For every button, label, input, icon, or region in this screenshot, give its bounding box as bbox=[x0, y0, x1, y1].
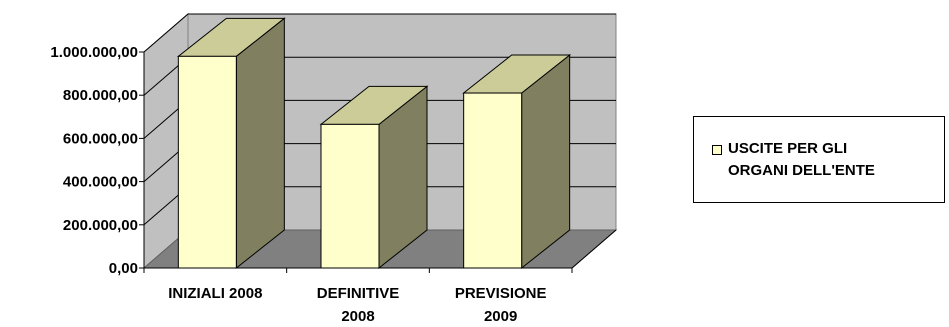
gridline bbox=[143, 13, 616, 53]
y-tick-label: 1.000.000,00 bbox=[50, 44, 138, 61]
y-tick-label: 600.000,00 bbox=[63, 130, 138, 147]
x-category-label-line: PREVISIONE bbox=[455, 285, 547, 302]
x-category-label-line: INIZIALI 2008 bbox=[168, 285, 262, 302]
x-category-label-line: DEFINITIVE bbox=[317, 285, 400, 302]
y-tick-label: 0,00 bbox=[109, 260, 138, 277]
x-category-label-line: 2009 bbox=[484, 308, 517, 325]
axes bbox=[139, 51, 617, 273]
legend-label-line-2: ORGANI DELL'ENTE bbox=[728, 162, 875, 179]
bar bbox=[319, 85, 429, 270]
legend-label: USCITE PER GLI ORGANI DELL'ENTE bbox=[728, 138, 943, 182]
y-tick-labels: 0,00 200.000,00 400.000,00 600.000,00 800.00… bbox=[50, 44, 138, 277]
bar-front bbox=[463, 92, 523, 269]
legend-label-line-1: USCITE PER GLI bbox=[728, 140, 848, 157]
x-category-labels: INIZIALI 2008 DEFINITIVE 2008 PREVISIONE 200… bbox=[168, 285, 546, 325]
x-category-label-line: 2008 bbox=[341, 308, 374, 325]
y-tick-label: 400.000,00 bbox=[63, 174, 138, 191]
x-category-label: PREVISIONE 2009 bbox=[455, 285, 547, 325]
legend-swatch bbox=[712, 145, 722, 155]
bar bbox=[462, 54, 572, 270]
bar-chart: 0,00 200.000,00 400.000,00 600.000,00 800.00… bbox=[50, 12, 618, 325]
x-category-label: INIZIALI 2008 bbox=[168, 285, 262, 302]
bar-front bbox=[320, 123, 380, 269]
y-tick-label: 200.000,00 bbox=[63, 217, 138, 234]
bar-front bbox=[177, 55, 237, 269]
bar-side bbox=[235, 17, 285, 270]
y-tick-label: 800.000,00 bbox=[63, 87, 138, 104]
legend: USCITE PER GLI ORGANI DELL'ENTE bbox=[693, 116, 945, 203]
bar bbox=[176, 17, 286, 270]
x-category-label: DEFINITIVE 2008 bbox=[317, 285, 400, 325]
bars bbox=[176, 17, 572, 270]
